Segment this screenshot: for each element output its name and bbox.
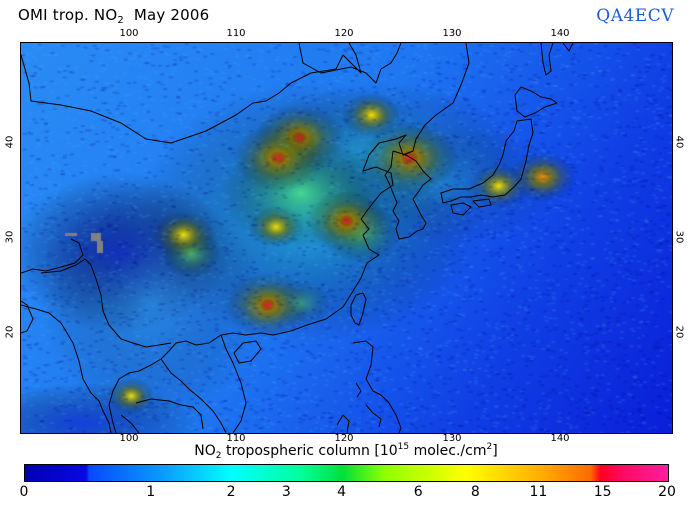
- left-tick-label: 30: [5, 231, 15, 244]
- border-cambodia: [121, 399, 203, 433]
- coast-korea: [385, 151, 431, 239]
- coast-borneo: [337, 415, 349, 433]
- title-date: May 2006: [134, 6, 210, 24]
- coast-japan-honshu: [441, 119, 533, 203]
- colorbar-tick-label: 8: [471, 484, 480, 500]
- coast-china: [221, 43, 469, 335]
- coast-hainan: [234, 341, 261, 363]
- colorbar-tick-label: 15: [594, 484, 612, 500]
- map-title: OMI trop. NO2 May 2006: [18, 6, 209, 26]
- title-subscript: 2: [117, 15, 124, 26]
- colorbar-tick-label: 4: [337, 484, 346, 500]
- colorbar-title-unit: molec./cm: [409, 443, 486, 459]
- top-tick-label: 120: [334, 29, 353, 39]
- colorbar-tick-label: 3: [282, 484, 291, 500]
- colorbar-tick-label: 2: [227, 484, 236, 500]
- coast-philippines: [353, 341, 401, 433]
- border-india-tibet: [21, 239, 83, 273]
- border-laos-vietnam: [161, 359, 226, 433]
- left-tick-label: 40: [5, 136, 15, 149]
- top-tick-label: 110: [226, 29, 245, 39]
- no2-map: [20, 42, 673, 434]
- colorbar-tick-label: 0: [20, 484, 29, 500]
- top-tick-label: 140: [550, 29, 569, 39]
- right-tick-label: 40: [673, 136, 683, 149]
- right-tick-label: 30: [673, 231, 683, 244]
- title-text: OMI trop. NO: [18, 6, 117, 24]
- left-tick-label: 20: [5, 326, 15, 339]
- colorbar-title-end: ]: [492, 443, 497, 459]
- colorbar-tick-label: 6: [414, 484, 423, 500]
- coast-japan-south: [451, 199, 491, 215]
- colorbar-tick-label: 20: [658, 484, 676, 500]
- colorbar-title-mid: tropospheric column [10: [222, 443, 398, 459]
- coast-hokkaido: [515, 87, 557, 117]
- coastlines-overlay: [21, 43, 672, 433]
- brand-logo: QA4ECV: [596, 6, 674, 26]
- top-tick-label: 100: [119, 29, 138, 39]
- coast-taiwan: [351, 293, 366, 325]
- border-manchuria: [299, 43, 401, 83]
- coast-sakhalin: [541, 43, 573, 75]
- coast-vietnam: [221, 335, 246, 433]
- colorbar-tick-label: 1: [146, 484, 155, 500]
- colorbar-title-no: NO: [194, 443, 216, 459]
- top-tick-label: 130: [442, 29, 461, 39]
- colorbar-title-exp: 15: [398, 442, 409, 452]
- colorbar-tick-label: 11: [529, 484, 547, 500]
- border-myanmar: [21, 305, 111, 433]
- border-myanmar-china: [41, 259, 171, 347]
- colorbar-title: NO2 tropospheric column [1015 molec./cm2…: [0, 442, 692, 461]
- colorbar: [24, 464, 669, 482]
- border-mongolia: [21, 43, 361, 143]
- right-tick-label: 20: [673, 326, 683, 339]
